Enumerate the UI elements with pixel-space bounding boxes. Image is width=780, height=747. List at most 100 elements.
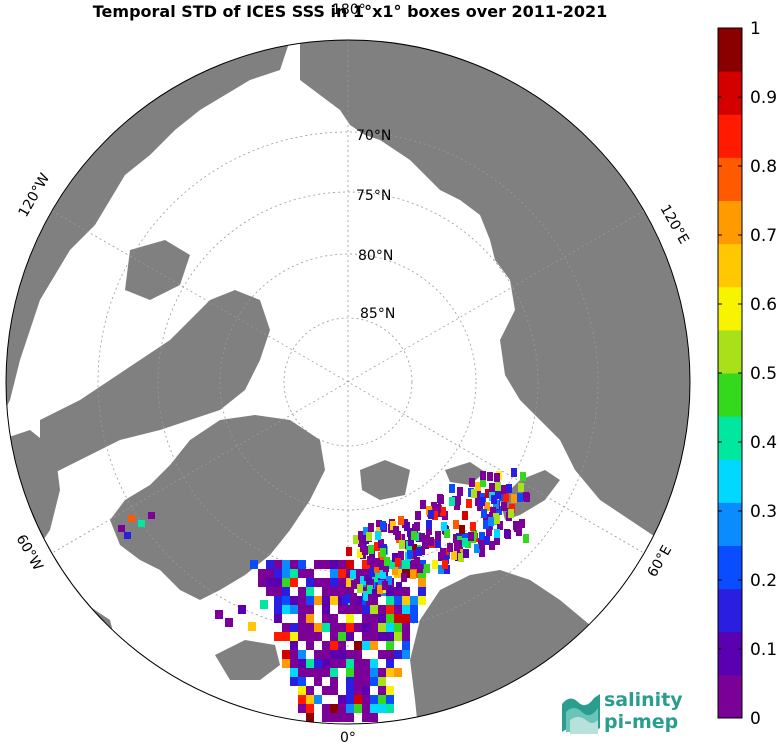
lat-label-85: 85°N [360,306,395,322]
sss-std-box [380,570,386,579]
sss-std-box [517,493,523,502]
sss-std-box [362,641,370,650]
sss-std-box [411,550,417,559]
sss-std-box [475,497,481,506]
sss-std-box [494,529,500,538]
sss-std-box [330,713,338,722]
lon-label-0: 0° [340,730,356,746]
sss-std-box [274,560,282,569]
sss-std-box [330,623,338,632]
sss-std-box [394,596,402,605]
sss-std-box [500,485,506,494]
sss-std-box [392,553,398,562]
sss-std-box [298,686,306,695]
sss-std-box [322,659,330,668]
sss-std-box [282,605,290,614]
colorbar-segment [718,71,742,115]
sss-std-box [330,641,338,650]
lon-label-120e: 120°E [657,202,692,247]
sss-std-box [346,578,354,587]
sss-std-box [367,585,373,594]
land-canadian-archipelago [40,290,270,480]
sss-std-box [477,502,483,511]
sss-std-box [338,623,346,632]
sss-std-box [367,556,373,565]
sss-std-box [454,501,460,510]
sss-std-box [378,668,386,677]
sss-std-box [330,704,338,713]
sss-std-box [314,596,322,605]
sss-std-box [322,560,330,569]
sss-std-box [290,641,298,650]
sss-std-box [438,495,444,504]
sss-std-box [370,677,378,686]
sss-std-box [330,677,338,686]
sss-std-box [447,543,453,552]
sss-std-box [415,532,421,541]
colorbar-tick-label: 1 [750,19,761,39]
sss-std-box [350,570,356,579]
sss-std-box [485,489,491,498]
sss-std-box [416,547,422,556]
sss-std-box [290,650,298,659]
sss-std-box [368,523,374,532]
sss-std-box [322,605,330,614]
sss-std-box [354,677,362,686]
sss-std-box [432,560,438,569]
sss-std-box [346,668,354,677]
sss-std-box [378,632,386,641]
sss-std-box [379,561,385,570]
sss-std-box [346,704,354,713]
sss-std-box [457,487,463,496]
sss-std-box [346,587,354,596]
sss-std-box [412,524,418,533]
sss-std-box [487,472,493,481]
colorbar-tick-label: 0.3 [750,502,777,522]
sss-std-box [351,593,357,602]
sss-std-box [306,632,314,641]
sss-std-box [260,600,268,609]
sss-std-box [338,650,346,659]
sss-std-box [306,569,314,578]
sss-std-box [353,535,359,544]
sss-std-box [370,659,378,668]
colorbar-tick-label: 0.7 [750,226,777,246]
sss-std-box [369,568,375,577]
colorbar-tick-label: 0.1 [750,640,777,660]
sss-std-box [394,668,402,677]
sss-std-box [508,509,514,518]
sss-std-box [354,605,362,614]
colorbar-segment [718,200,742,245]
sss-std-box [382,581,388,590]
sss-std-box [426,526,432,535]
colorbar-segment [718,459,742,503]
sss-std-box [298,614,306,623]
sss-std-box [378,677,386,686]
sss-std-box [290,578,298,587]
salinity-pi-mep-logo: salinity pi-mep [560,688,700,738]
sss-std-box [362,546,368,555]
sss-std-box [408,537,414,546]
colorbar-segment [718,243,742,288]
sss-std-box [398,551,404,560]
sss-std-box [330,587,338,596]
sss-std-box [435,539,441,548]
colorbar-segment [718,28,742,72]
sss-std-box [491,495,497,504]
sss-std-box [490,507,496,516]
lat-label-75: 75°N [356,188,391,204]
sss-std-box [449,497,455,506]
sss-std-box [266,560,274,569]
sss-std-box [362,713,370,722]
sss-std-box [354,668,362,677]
sss-std-box [330,569,338,578]
sss-std-box [274,578,282,587]
sss-std-box [274,596,282,605]
sss-std-box [338,578,346,587]
sss-std-box [314,677,322,686]
sss-std-box [298,569,306,578]
polar-map: 70°N 75°N 80°N 85°N 180° 0° 120°W 120°E … [5,2,692,746]
sss-std-box [462,538,468,547]
sss-std-box [455,496,461,505]
sss-std-box [258,578,266,587]
